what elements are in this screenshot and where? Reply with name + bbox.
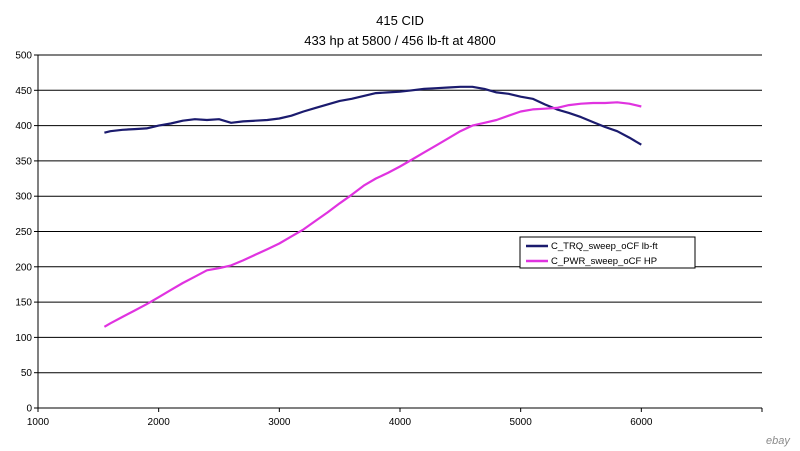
y-tick-label: 150 — [15, 298, 32, 309]
x-tick-labels: 1000 2000 3000 4000 5000 6000 — [27, 417, 653, 428]
y-tick-label: 250 — [15, 227, 32, 238]
x-tick-label: 3000 — [268, 417, 291, 428]
legend-label-power: C_PWR_sweep_oCF HP — [551, 256, 657, 267]
y-tick-label: 450 — [15, 86, 32, 97]
x-tick-label: 5000 — [510, 417, 533, 428]
torque-line — [104, 85, 642, 146]
chart-subtitle: 433 hp at 5800 / 456 lb-ft at 4800 — [304, 33, 496, 48]
y-tick-label: 0 — [26, 404, 32, 415]
y-tick-labels: 0 50 100 150 200 250 300 350 400 450 500 — [15, 51, 32, 415]
y-tick-label: 200 — [15, 262, 32, 273]
y-tick-label: 100 — [15, 333, 32, 344]
legend-box — [519, 236, 696, 269]
axes — [34, 54, 763, 412]
x-tick-label: 2000 — [148, 417, 171, 428]
legend: C_TRQ_sweep_oCF lb-ft C_PWR_sweep_oCF HP — [519, 236, 696, 269]
x-tick-label: 6000 — [630, 417, 653, 428]
y-tick-label: 500 — [15, 51, 32, 62]
series-lines — [103, 85, 642, 328]
power-line — [103, 101, 642, 328]
chart-title: 415 CID — [376, 13, 424, 28]
y-tick-label: 50 — [21, 368, 33, 379]
x-tick-label: 4000 — [389, 417, 412, 428]
legend-label-torque: C_TRQ_sweep_oCF lb-ft — [551, 241, 658, 252]
y-tick-label: 300 — [15, 192, 32, 203]
gridlines — [38, 54, 762, 374]
y-tick-label: 400 — [15, 121, 32, 132]
watermark-text: ebay — [766, 435, 791, 447]
y-tick-label: 350 — [15, 156, 32, 167]
ebay-watermark: ebay — [766, 435, 791, 447]
chart-titles: 415 CID 433 hp at 5800 / 456 lb-ft at 48… — [304, 13, 496, 48]
x-tick-label: 1000 — [27, 417, 50, 428]
